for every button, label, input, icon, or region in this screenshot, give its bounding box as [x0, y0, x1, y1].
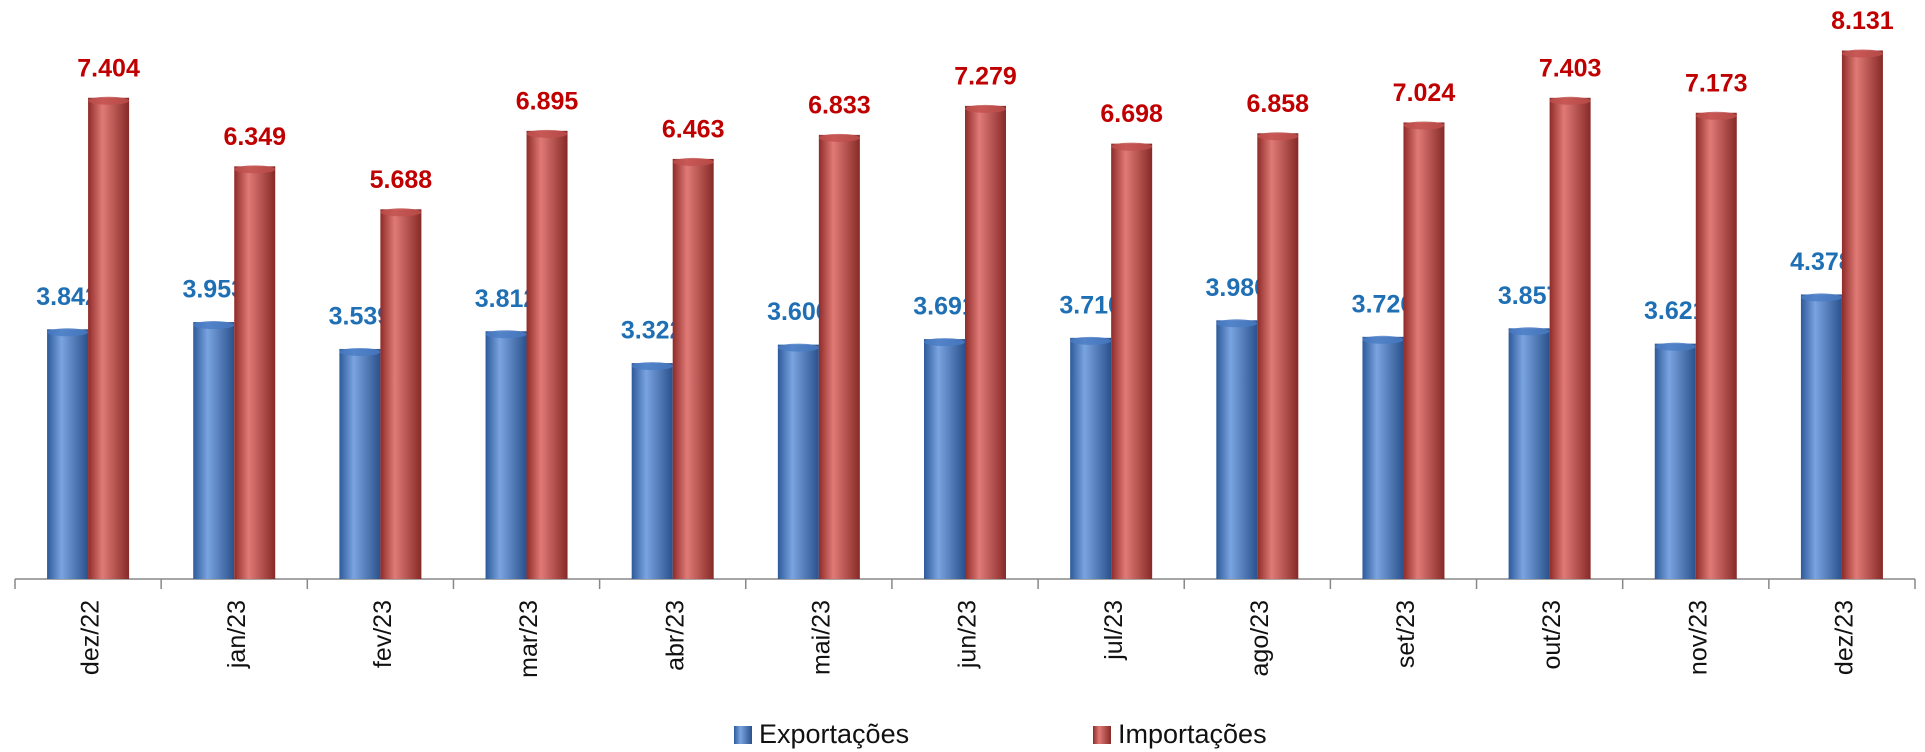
bar	[47, 329, 89, 579]
bar-cap	[631, 362, 673, 371]
bar	[672, 158, 714, 579]
bar-cap	[1549, 96, 1591, 105]
bar	[1257, 133, 1299, 580]
bar-cap	[1216, 319, 1258, 328]
x-tick-label: jul/23	[1100, 600, 1128, 661]
legend-swatch	[1093, 726, 1111, 744]
x-tick-label: set/23	[1392, 600, 1420, 668]
bar	[1841, 50, 1883, 580]
value-label: 8.131	[1831, 7, 1894, 35]
bar-cap	[1362, 335, 1404, 344]
value-label: 6.895	[516, 87, 579, 115]
bar-cap	[47, 328, 89, 337]
bar	[1216, 320, 1258, 579]
value-label: 7.279	[954, 62, 1017, 90]
legend-label: Exportações	[759, 719, 909, 749]
bar	[1695, 112, 1737, 579]
bar	[924, 339, 965, 579]
value-label: 7.173	[1685, 69, 1748, 97]
value-label: 6.463	[662, 116, 725, 144]
bar	[965, 105, 1006, 580]
bar-cap	[1257, 132, 1299, 141]
bar	[631, 363, 673, 579]
bar-cap	[672, 157, 714, 166]
x-tick-label: out/23	[1538, 600, 1566, 670]
legend-label: Importações	[1118, 719, 1267, 749]
bar	[234, 166, 276, 579]
x-tick-label: ago/23	[1246, 600, 1274, 676]
x-tick-label: dez/22	[77, 600, 105, 675]
bar-cap	[965, 104, 1006, 113]
bar	[818, 134, 860, 580]
bar-cap	[339, 347, 381, 356]
bar	[193, 322, 235, 579]
value-label: 6.349	[223, 123, 286, 151]
x-tick-label: nov/23	[1684, 600, 1712, 675]
legend-swatch	[734, 726, 752, 744]
bar	[1070, 337, 1112, 579]
bar-cap	[1111, 142, 1153, 151]
bar-cap	[1654, 342, 1696, 351]
value-label: 6.858	[1247, 90, 1310, 118]
bar-cap	[1070, 336, 1112, 345]
value-label: 5.688	[370, 166, 433, 194]
bar-cap	[1695, 111, 1737, 120]
x-tick-label: abr/23	[661, 600, 689, 671]
bar-cap	[526, 129, 568, 138]
x-tick-label: mar/23	[515, 600, 543, 678]
value-label: 7.024	[1393, 79, 1456, 107]
bar	[1362, 336, 1404, 579]
bar	[1654, 343, 1696, 579]
value-label: 7.404	[77, 54, 140, 82]
bar-cap	[818, 133, 860, 142]
bar-cap	[88, 96, 130, 105]
bar-cap	[1841, 49, 1883, 58]
bar	[1800, 294, 1842, 579]
bar-cap	[485, 330, 527, 339]
bar	[1111, 143, 1153, 579]
x-tick-label: jan/23	[223, 600, 251, 669]
bar	[485, 331, 527, 579]
value-label: 7.403	[1539, 54, 1602, 82]
bar-cap	[777, 343, 819, 352]
value-label: 6.833	[808, 91, 871, 119]
bar-cap	[234, 165, 276, 174]
value-label: 6.698	[1100, 100, 1163, 128]
bar	[339, 348, 381, 579]
bar-cap	[1403, 121, 1445, 130]
bar	[1508, 328, 1550, 579]
bar	[380, 209, 422, 579]
bar	[1403, 122, 1445, 579]
x-tick-label: mai/23	[807, 600, 835, 675]
bar	[88, 97, 130, 580]
bar	[526, 130, 568, 579]
x-tick-label: dez/23	[1831, 600, 1859, 675]
bar-cap	[924, 338, 965, 347]
bar-cap	[1508, 327, 1550, 336]
bar	[1549, 97, 1591, 580]
x-tick-label: jun/23	[954, 600, 982, 669]
x-tick-label: fev/23	[369, 600, 397, 668]
bar-cap	[380, 208, 422, 217]
bar	[777, 344, 819, 579]
bar-cap	[1800, 293, 1842, 302]
bar-cap	[193, 321, 235, 330]
